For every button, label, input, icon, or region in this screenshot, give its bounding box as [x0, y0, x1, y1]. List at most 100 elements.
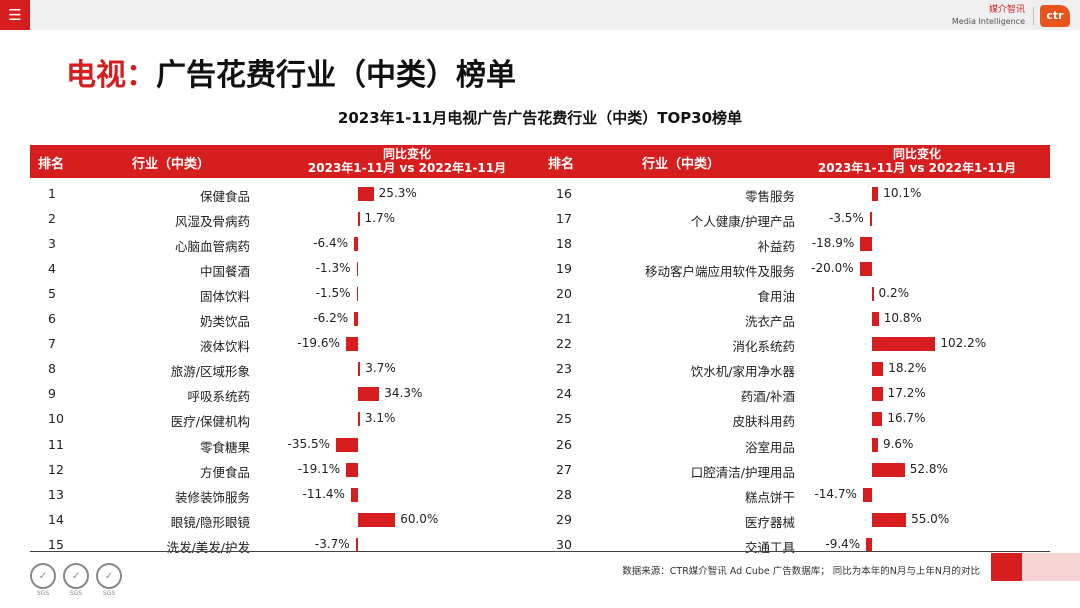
top-bar: ☰ 媒介智讯 Media Intelligence ctr — [0, 0, 1080, 30]
rank-cell: 29 — [556, 511, 572, 527]
change-value-label: 16.7% — [887, 411, 926, 426]
change-value-label: 10.1% — [883, 185, 922, 200]
rank-cell: 18 — [556, 235, 572, 251]
change-value-label: -1.3% — [315, 260, 351, 275]
change-bar — [872, 286, 874, 301]
brand-name-cn: 媒介智讯 — [988, 5, 1025, 15]
header-change-line1: 同比变化 — [382, 147, 431, 161]
rank-cell: 2 — [48, 210, 56, 226]
header-change-line1: 同比变化 — [892, 147, 941, 161]
table-header-left: 排名 行业（中类） 同比变化 2023年1-11月 vs 2022年1-11月 — [30, 145, 540, 178]
menu-icon[interactable]: ☰ — [0, 0, 30, 30]
rank-cell: 20 — [556, 285, 572, 301]
change-bar — [350, 487, 358, 502]
industry-cell: 零食糖果 — [199, 439, 250, 455]
rank-cell: 16 — [556, 185, 572, 201]
rank-cell: 13 — [48, 486, 64, 502]
sgs-badge-icon: ✓ SGS — [28, 563, 58, 597]
change-value-label: 25.3% — [378, 185, 417, 200]
change-value-label: -19.6% — [297, 336, 340, 351]
industry-cell: 心脑血管病药 — [174, 238, 250, 254]
rank-cell: 27 — [556, 461, 572, 477]
change-bar — [358, 186, 374, 201]
industry-cell: 饮水机/家用净水器 — [690, 364, 795, 380]
rank-cell: 24 — [556, 386, 572, 402]
rank-cell: 14 — [48, 511, 64, 527]
sgs-badge-icon: ✓ SGS — [94, 563, 124, 597]
rank-cell: 12 — [48, 461, 64, 477]
change-value-label: -14.7% — [814, 486, 857, 501]
change-value-label: 3.1% — [364, 411, 396, 426]
rank-cell: 28 — [556, 486, 572, 502]
industry-cell: 洗发/美发/护发 — [166, 539, 250, 555]
rank-cell: 6 — [48, 311, 56, 327]
industry-cell: 移动客户端应用软件及服务 — [644, 263, 795, 279]
change-bar — [872, 337, 936, 352]
bottom-divider — [30, 551, 1050, 552]
industry-cell: 糕点饼干 — [744, 489, 795, 505]
change-bar — [354, 236, 358, 251]
change-bar — [862, 487, 872, 502]
change-bar — [869, 211, 872, 226]
brand-name-en: Media Intelligence — [951, 17, 1025, 26]
industry-cell: 浴室用品 — [744, 439, 795, 455]
change-value-label: -19.1% — [297, 461, 341, 476]
change-value-label: 102.2% — [940, 336, 987, 351]
change-bar — [872, 437, 878, 452]
industry-cell: 液体饮料 — [199, 339, 250, 355]
change-value-label: 52.8% — [909, 461, 948, 476]
industry-cell: 药酒/补酒 — [740, 389, 795, 405]
header-change-line2: 2023年1-11月 vs 2022年1-11月 — [307, 161, 507, 175]
change-value-label: -9.4% — [825, 536, 861, 551]
change-bar — [872, 186, 879, 201]
change-value-label: -6.4% — [313, 235, 349, 250]
rank-cell: 25 — [556, 411, 572, 427]
change-bar — [354, 312, 358, 327]
change-value-label: 1.7% — [364, 210, 396, 225]
change-bar — [358, 211, 360, 226]
table-header-right: 排名 行业（中类） 同比变化 2023年1-11月 vs 2022年1-11月 — [540, 145, 1050, 178]
rank-cell: 10 — [48, 411, 64, 427]
industry-cell: 交通工具 — [744, 539, 795, 555]
change-value-label: 60.0% — [400, 511, 439, 526]
change-bar — [860, 236, 872, 251]
industry-cell: 呼吸系统药 — [187, 389, 250, 405]
change-value-label: 18.2% — [888, 361, 927, 376]
header-industry: 行业（中类） — [642, 157, 721, 172]
rank-cell: 4 — [48, 260, 56, 276]
industry-cell: 旅游/区域形象 — [170, 364, 250, 380]
footer-pink-block — [1022, 553, 1080, 581]
brand-text: 媒介智讯 Media Intelligence — [952, 5, 1025, 27]
industry-cell: 奶类饮品 — [199, 314, 250, 330]
rank-cell: 8 — [48, 361, 56, 377]
change-bar — [345, 337, 358, 352]
rank-cell: 3 — [48, 235, 56, 251]
change-value-label: -20.0% — [811, 260, 854, 275]
rank-cell: 7 — [48, 336, 56, 352]
page-title-prefix: 电视： — [66, 58, 156, 93]
certification-badges: ✓ SGS ✓ SGS ✓ SGS — [28, 563, 124, 597]
rank-cell: 15 — [48, 536, 64, 552]
source-note: 数据来源：CTR媒介智讯 Ad Cube 广告数据库； 同比为本年的N月与上年N… — [622, 566, 980, 577]
header-change: 同比变化 2023年1-11月 vs 2022年1-11月 — [810, 147, 1024, 175]
change-value-label: 9.6% — [882, 436, 914, 451]
industry-cell: 零售服务 — [744, 188, 795, 204]
change-value-label: 17.2% — [887, 386, 926, 401]
rank-cell: 30 — [556, 536, 572, 552]
change-value-label: -6.2% — [313, 311, 349, 326]
change-bar — [872, 412, 883, 427]
change-bar — [872, 362, 884, 377]
header-change: 同比变化 2023年1-11月 vs 2022年1-11月 — [300, 147, 514, 175]
header-change-line2: 2023年1-11月 vs 2022年1-11月 — [817, 161, 1017, 175]
industry-cell: 食用油 — [757, 288, 795, 304]
ctr-logo-icon: ctr — [1040, 5, 1070, 27]
industry-cell: 固体饮料 — [199, 288, 250, 304]
change-value-label: 34.3% — [384, 386, 423, 401]
rank-cell: 17 — [556, 210, 572, 226]
industry-cell: 补益药 — [757, 238, 795, 254]
change-value-label: -3.7% — [314, 536, 350, 551]
industry-cell: 口腔清洁/护理用品 — [690, 464, 795, 480]
chart-title: 2023年1-11月电视广告广告花费行业（中类）TOP30榜单 — [337, 109, 743, 127]
change-bar — [346, 462, 358, 477]
rank-cell: 22 — [556, 336, 572, 352]
